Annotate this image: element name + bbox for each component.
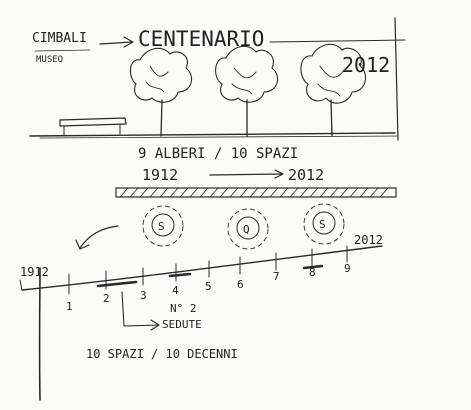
axis-number-6: 6 bbox=[237, 278, 244, 291]
elevation-view bbox=[29, 17, 406, 141]
bench-elevation bbox=[59, 117, 127, 127]
label-axis-start: 1912 bbox=[20, 265, 49, 279]
label-axis-end: 2012 bbox=[354, 233, 383, 247]
label-trees-spaces: 9 ALBERI / 10 SPAZI bbox=[138, 146, 298, 162]
axis-ticks bbox=[68, 245, 348, 295]
tree-plan-2 bbox=[227, 208, 269, 250]
cimbali-underline bbox=[34, 49, 91, 52]
timeline-arrow-head bbox=[274, 169, 284, 179]
axis-line bbox=[21, 245, 383, 291]
title-arrow-head bbox=[123, 36, 134, 48]
bench-legs bbox=[63, 123, 121, 136]
axis-number-4: 4 bbox=[172, 284, 179, 297]
time-axis bbox=[19, 245, 383, 401]
label-spaces-decades: 10 SPAZI / 10 DECENNI bbox=[86, 347, 238, 361]
tree-elevation-1 bbox=[129, 47, 193, 137]
curved-arrow-head bbox=[75, 239, 90, 250]
label-year-elevation: 2012 bbox=[342, 53, 390, 77]
plan-tree-mark-2: Q bbox=[243, 223, 250, 236]
axis-start-tick bbox=[19, 279, 23, 291]
axis-number-9: 9 bbox=[344, 262, 351, 275]
label-seats: SEDUTE bbox=[162, 318, 202, 331]
plan-view: S Q S bbox=[75, 187, 397, 250]
bench-mark-3 bbox=[302, 264, 324, 270]
tree-plan-1 bbox=[142, 205, 184, 247]
title-arrow bbox=[99, 41, 133, 45]
elevation-top-line bbox=[269, 39, 406, 43]
label-cimbali: CIMBALI bbox=[32, 31, 87, 46]
label-year-end: 2012 bbox=[288, 166, 324, 184]
bench-mark-1 bbox=[96, 280, 138, 288]
tree-plan-3 bbox=[303, 203, 345, 245]
plan-band-hatch bbox=[119, 187, 389, 198]
label-centenario: CENTENARIO bbox=[138, 27, 264, 51]
tree-elevation-2 bbox=[215, 45, 279, 137]
ground-line bbox=[29, 132, 396, 137]
seats-leader-head bbox=[150, 319, 160, 331]
axis-number-3: 3 bbox=[140, 289, 147, 302]
axis-number-7: 7 bbox=[273, 270, 280, 283]
plan-tree-mark-3: S bbox=[319, 218, 326, 231]
plan-tree-mark-1: S bbox=[158, 220, 165, 233]
axis-number-8: 8 bbox=[309, 266, 316, 279]
label-year-start: 1912 bbox=[142, 166, 178, 184]
axis-number-2: 2 bbox=[103, 292, 110, 305]
ground-line-2 bbox=[39, 135, 399, 139]
timeline-arrow bbox=[209, 173, 283, 176]
axis-number-5: 5 bbox=[205, 280, 212, 293]
curved-arrow bbox=[79, 225, 119, 249]
plan-band bbox=[115, 187, 397, 198]
bench-mark-2 bbox=[168, 272, 192, 278]
elevation-right-edge bbox=[394, 17, 399, 141]
label-museo: MUSEO bbox=[36, 55, 63, 65]
label-seats-count: N° 2 bbox=[170, 302, 197, 315]
tree-elevation-3 bbox=[300, 43, 367, 137]
seats-leader bbox=[121, 291, 159, 327]
axis-number-1: 1 bbox=[66, 300, 73, 313]
